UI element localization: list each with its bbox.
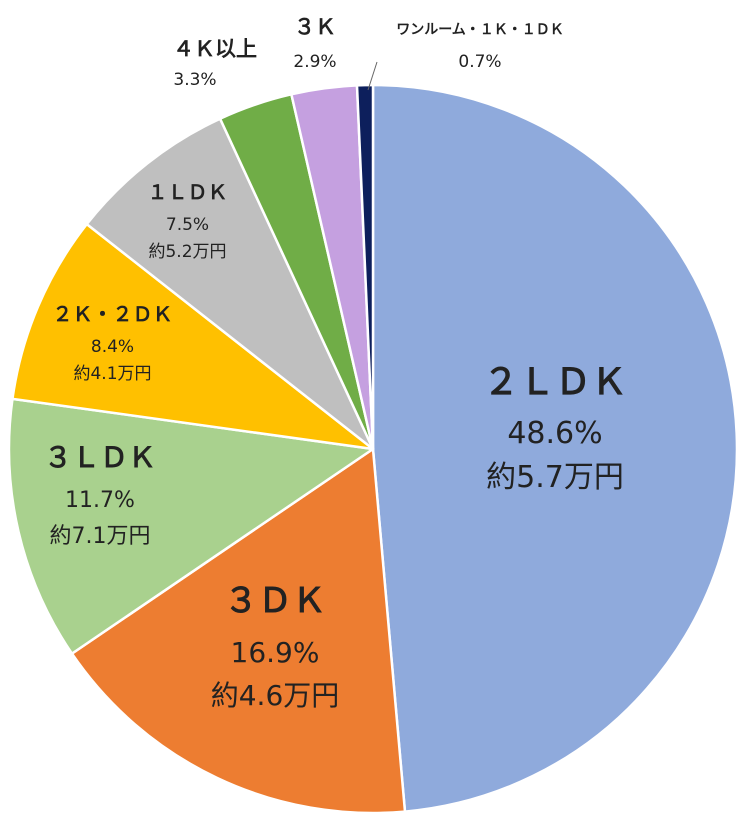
label-1ldk-percent: 7.5% [165, 215, 210, 235]
label-1ldk-category: １ＬＤＫ [147, 180, 228, 204]
label-3ldk-rent: 約7.1万円 [49, 523, 151, 549]
leader-line-1r [367, 61, 378, 91]
slice-2k2dk [11, 222, 375, 451]
label-1ldk-rent: 約5.2万円 [148, 242, 227, 263]
label-1r: ワンルーム・１Ｋ・１ＤＫ 0.7% [360, 22, 600, 73]
label-2ldk-rent: 約5.7万円 [486, 459, 624, 495]
label-2k2dk-category: ２Ｋ・２ＤＫ [52, 302, 173, 326]
label-3dk-rent: 約4.6万円 [210, 678, 340, 712]
label-4k: ４Ｋ以上 3.3% [150, 36, 280, 92]
label-3dk-percent: 16.9% [230, 635, 320, 669]
label-2ldk-category: ２ＬＤＫ [482, 362, 627, 403]
label-3k: ３Ｋ 2.9% [280, 14, 350, 74]
slice-3ldk [7, 397, 375, 655]
label-4k-percent: 3.3% [173, 70, 217, 91]
label-1r-percent: 0.7% [458, 51, 502, 72]
label-1ldk: １ＬＤＫ 7.5% 約5.2万円 [130, 180, 245, 264]
label-3dk: ３ＤＫ 16.9% 約4.6万円 [180, 580, 370, 713]
slice-1r [355, 83, 375, 451]
label-3ldk-percent: 11.7% [65, 488, 135, 513]
label-2k2dk: ２Ｋ・２ＤＫ 8.4% 約4.1万円 [35, 302, 190, 386]
slice-1ldk [85, 117, 375, 451]
label-3ldk-category: ３ＬＤＫ [43, 441, 156, 474]
label-4k-category: ４Ｋ以上 [173, 37, 257, 61]
label-3ldk: ３ＬＤＫ 11.7% 約7.1万円 [20, 440, 180, 550]
label-2k2dk-rent: 約4.1万円 [73, 364, 152, 385]
label-3k-percent: 2.9% [293, 52, 337, 73]
label-2ldk: ２ＬＤＫ 48.6% 約5.7万円 [470, 360, 640, 496]
slice-3dk [70, 447, 407, 815]
label-3dk-category: ３ＤＫ [224, 581, 326, 621]
label-1r-category: ワンルーム・１Ｋ・１ＤＫ [396, 22, 564, 38]
label-2ldk-percent: 48.6% [507, 416, 603, 451]
label-3k-category: ３Ｋ [294, 15, 336, 39]
label-2k2dk-percent: 8.4% [90, 337, 135, 357]
slice-2ldk [371, 83, 739, 813]
